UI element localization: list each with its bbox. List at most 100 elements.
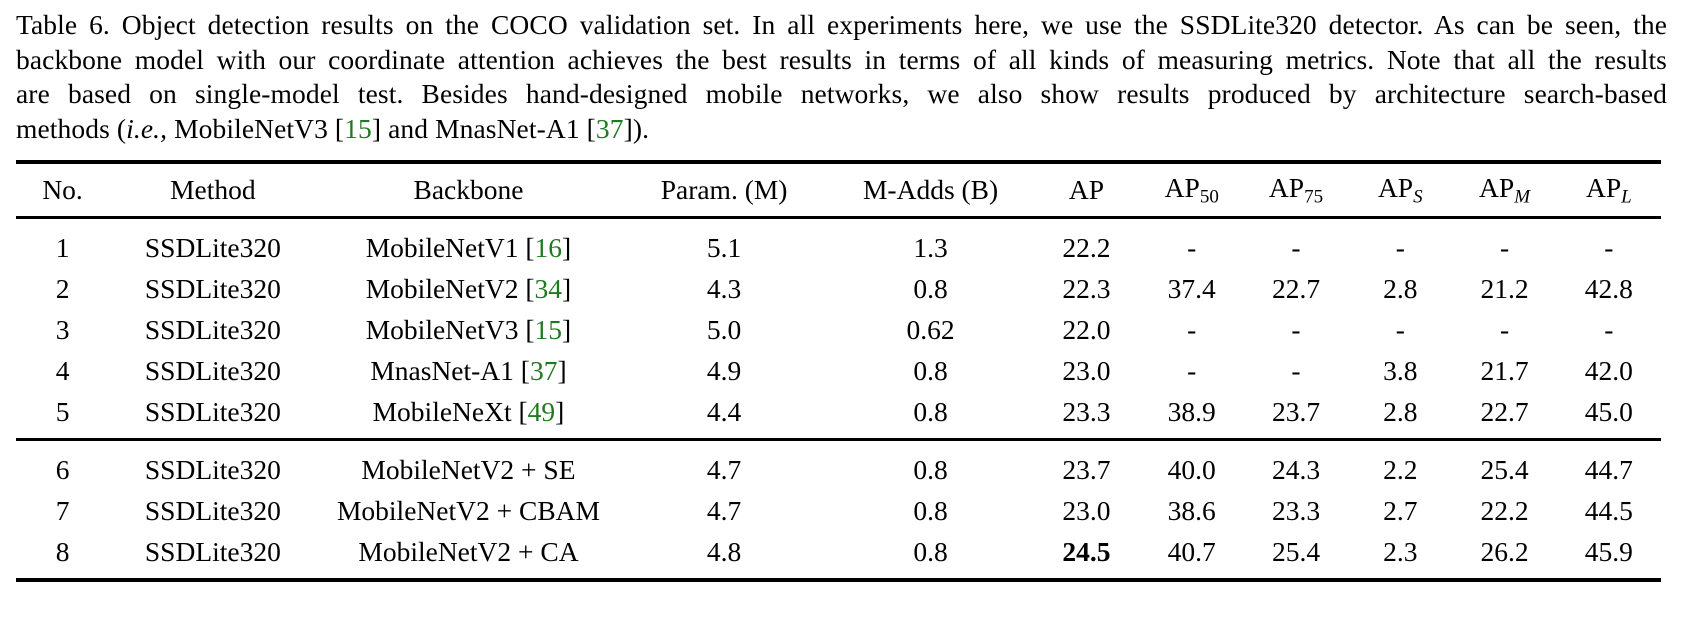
cell-apl-value: - [1604, 231, 1614, 263]
cell-ap-value: 24.5 [1062, 535, 1111, 567]
citation-ref[interactable]: 15 [534, 313, 563, 345]
citation-ref[interactable]: 37 [595, 112, 624, 144]
cell-ap50-value: 38.6 [1167, 494, 1216, 526]
cell-backbone: MnasNet-A1 [37] [317, 350, 621, 391]
cell-no-value: 2 [55, 272, 70, 304]
table-row: 7 SSDLite320 MobileNetV2 + CBAM 4.7 0.8 23.0 3… [16, 490, 1661, 531]
table-row: 4 SSDLite320 MnasNet-A1 [37] 4.9 0.8 23.0 - - 3.… [16, 350, 1661, 391]
cell-backbone: MobileNetV1 [16] [317, 227, 621, 268]
cell-ap: 23.0 [1033, 490, 1139, 531]
column-header-label: Param. (M) [660, 174, 788, 205]
cell-no: 1 [16, 227, 109, 268]
cell-param-value: 4.3 [706, 272, 742, 304]
column-header-ap50: AP50 [1140, 162, 1244, 216]
column-header-subscript: 50 [1199, 186, 1219, 208]
cell-ap75-value: - [1291, 354, 1301, 386]
cell-madds-value: 0.62 [906, 313, 955, 345]
cell-madds: 1.3 [828, 227, 1033, 268]
cell-ap-value: 22.3 [1062, 272, 1111, 304]
cell-method: SSDLite320 [109, 449, 317, 490]
citation-ref[interactable]: 37 [529, 354, 558, 386]
column-header-ap75: AP75 [1244, 162, 1348, 216]
column-header-backbone: Backbone [317, 162, 621, 216]
cell-apm-value: - [1499, 313, 1510, 345]
cell-ap50: - [1140, 309, 1244, 350]
cell-aps: 2.8 [1348, 391, 1452, 432]
cell-param: 4.9 [620, 350, 828, 391]
cell-apm: 22.2 [1452, 490, 1556, 531]
results-table: No. Method Backbone Param. (M) M-Adds (B) AP A… [16, 158, 1661, 582]
cell-madds: 0.8 [828, 391, 1033, 432]
caption-italic: i.e., [126, 112, 168, 144]
caption-text: methods ( [16, 112, 127, 144]
cell-ap75-value: 24.3 [1271, 453, 1321, 485]
cell-method: SSDLite320 [109, 227, 317, 268]
cell-backbone-value: MobileNetV2 + SE [361, 453, 576, 485]
cell-no: 5 [16, 391, 109, 432]
cell-method-value: SSDLite320 [144, 453, 281, 485]
cell-aps-value: 2.7 [1383, 494, 1418, 526]
table-bottom-rule [16, 576, 1661, 582]
cell-method-value: SSDLite320 [144, 395, 281, 427]
cell-apl-value: 44.7 [1584, 453, 1633, 485]
cell-ap50: 40.7 [1140, 531, 1244, 572]
cell-no-value: 5 [55, 395, 70, 427]
citation-ref[interactable]: 34 [534, 272, 563, 304]
cell-ap50-value: - [1187, 313, 1197, 345]
cell-param: 4.4 [620, 391, 828, 432]
cell-madds: 0.8 [828, 268, 1033, 309]
cell-method-value: SSDLite320 [144, 354, 281, 386]
cell-ap50-value: 37.4 [1167, 272, 1216, 304]
cell-ap: 24.5 [1033, 531, 1139, 572]
cell-param: 4.3 [620, 268, 828, 309]
cell-apl-value: 45.9 [1584, 535, 1633, 567]
cell-apl: 45.9 [1557, 531, 1661, 572]
cell-method: SSDLite320 [109, 268, 317, 309]
column-header-label: AP [1068, 174, 1105, 205]
cell-ap50: 38.9 [1140, 391, 1244, 432]
cell-ap75-value: 23.3 [1271, 494, 1321, 526]
citation-ref[interactable]: 49 [527, 395, 556, 427]
citation-bracket-open: [ [511, 395, 528, 427]
citation-ref[interactable]: 15 [344, 112, 372, 144]
citation-ref[interactable]: 16 [534, 231, 563, 263]
table-caption: Table 6. Object detection results on the… [16, 0, 1667, 146]
cell-ap75-value: - [1291, 313, 1301, 345]
cell-apl-value: 42.8 [1584, 272, 1633, 304]
citation-bracket-close: ] [555, 395, 565, 427]
cell-apl: 44.5 [1557, 490, 1661, 531]
citation-bracket-close: ] [562, 313, 572, 345]
cell-apm: 26.2 [1452, 531, 1556, 572]
cell-param-value: 5.0 [706, 313, 742, 345]
cell-ap75: - [1244, 309, 1348, 350]
cell-ap75: 23.7 [1244, 391, 1348, 432]
cell-apl-value: 42.0 [1584, 354, 1633, 386]
column-header-aps: APS [1348, 162, 1452, 216]
caption-text: Table 6. Object detection results on the… [16, 9, 1667, 40]
column-header-subscript: 75 [1304, 186, 1324, 208]
citation-bracket-close: ] [557, 354, 567, 386]
cell-apm: 21.2 [1452, 268, 1556, 309]
cell-apm-value: 25.4 [1480, 453, 1529, 485]
cell-aps-value: 2.2 [1383, 453, 1418, 485]
caption-text: MobileNetV3 [ [167, 112, 345, 144]
column-header-label: Backbone [413, 174, 524, 205]
citation-bracket-open: [ [518, 313, 535, 345]
cell-ap-value: 23.7 [1062, 453, 1111, 485]
cell-ap75: - [1244, 350, 1348, 391]
cell-aps: - [1348, 227, 1452, 268]
cell-no: 7 [16, 490, 109, 531]
caption-line: are based on single-model test. Besides … [16, 77, 1667, 112]
cell-aps-value: 3.8 [1383, 354, 1418, 386]
caption-text: ] and MnasNet-A1 [ [371, 112, 596, 144]
cell-param-value: 4.9 [706, 354, 742, 386]
cell-ap: 22.3 [1033, 268, 1139, 309]
cell-backbone: MobileNetV2 + CA [317, 531, 621, 572]
column-header-subscript: S [1413, 186, 1423, 208]
column-header-apm: APM [1452, 162, 1556, 216]
cell-madds-value: 0.8 [913, 354, 948, 386]
cell-ap-value: 22.0 [1062, 313, 1111, 345]
caption-text: backbone model with our coordinate atten… [16, 43, 1667, 75]
caption-line: Table 6. Object detection results on the… [16, 8, 1667, 43]
cell-apm: 22.7 [1452, 391, 1556, 432]
